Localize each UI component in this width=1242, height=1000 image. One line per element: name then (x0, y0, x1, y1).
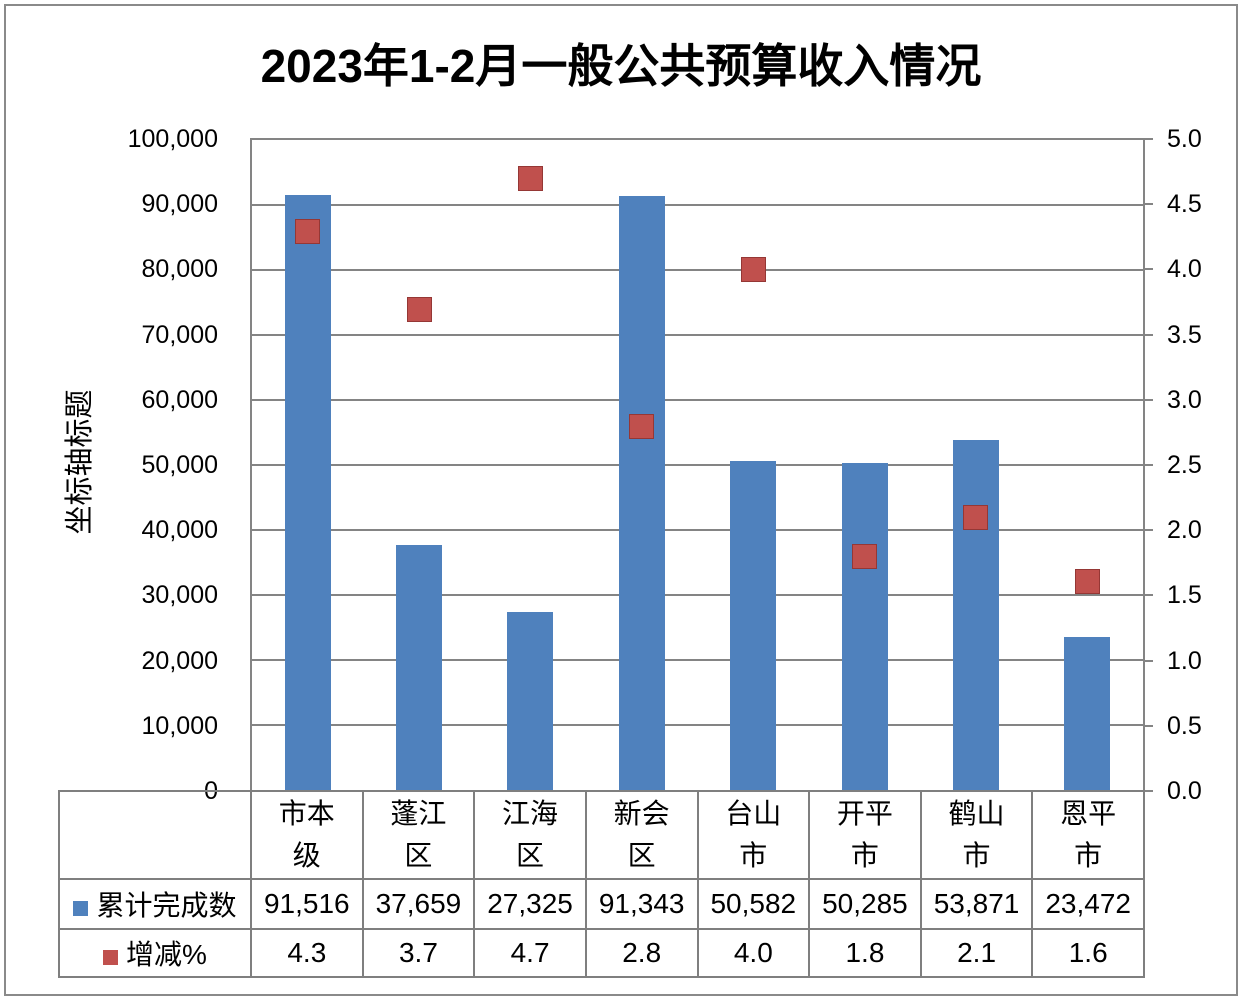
series-label-cell: 增减% (58, 928, 252, 978)
left-axis-tick-label: 20,000 (141, 646, 218, 675)
value-cell: 2.1 (919, 928, 1034, 978)
left-axis-tick-label: 90,000 (141, 190, 218, 219)
bar (619, 196, 665, 790)
right-axis-tick (1145, 464, 1153, 466)
category-cell: 蓬江 区 (361, 790, 476, 880)
right-axis-tick (1145, 659, 1153, 662)
value-cell: 3.7 (361, 928, 476, 978)
value-cell: 53,871 (919, 878, 1034, 930)
right-axis-tick (1145, 203, 1153, 206)
gridline (252, 334, 1143, 336)
right-axis-tick-label: 0.0 (1167, 777, 1202, 805)
right-axis-tick (1145, 138, 1153, 140)
left-axis-tick-label: 70,000 (141, 320, 218, 349)
bar (396, 545, 442, 790)
chart-title: 2023年1-2月一般公共预算收入情况 (260, 40, 982, 92)
right-axis-tick-label: 4.5 (1167, 190, 1202, 219)
scatter-marker (963, 505, 988, 530)
gridline (252, 529, 1143, 531)
scatter-marker (518, 166, 543, 191)
data-table: 市本 级蓬江 区江海 区新会 区台山 市开平 市鹤山 市恩平 市累计完成数 91,… (58, 790, 1145, 978)
value-cell: 4.7 (473, 928, 587, 978)
bar (507, 612, 553, 790)
plot-area (250, 138, 1145, 792)
category-cell: 江海 区 (473, 790, 587, 880)
right-axis-tick (1145, 398, 1153, 401)
right-axis-tick-label: 2.0 (1167, 516, 1202, 545)
category-cell: 市本 级 (250, 790, 364, 880)
gridline (252, 399, 1143, 401)
category-cell: 开平 市 (808, 790, 922, 880)
left-axis-tick-label: 10,000 (141, 711, 218, 740)
category-cell: 新会 区 (584, 790, 699, 880)
gridline (252, 464, 1143, 466)
scatter-marker (295, 219, 320, 244)
bar (730, 461, 776, 790)
value-cell: 1.8 (808, 928, 922, 978)
scatter-marker (1075, 569, 1100, 594)
value-cell: 2.8 (584, 928, 699, 978)
series-name: 增减% (126, 939, 207, 970)
value-cell: 91,343 (584, 878, 699, 930)
left-axis-tick-label: 60,000 (141, 385, 218, 414)
value-cell: 4.3 (250, 928, 364, 978)
right-axis-tick (1145, 529, 1153, 532)
bar (953, 440, 999, 790)
right-axis-tick (1145, 268, 1153, 271)
right-axis-tick-label: 4.0 (1167, 255, 1202, 284)
right-axis-tick-label: 5.0 (1167, 125, 1202, 153)
table-corner-cell (58, 790, 252, 880)
right-axis-tick (1145, 724, 1153, 727)
gridline (252, 724, 1143, 726)
right-axis-tick (1145, 594, 1153, 597)
series-label-cell: 累计完成数 (58, 878, 252, 930)
left-axis-tick-label: 40,000 (141, 516, 218, 545)
value-cell: 50,582 (696, 878, 811, 930)
scatter-marker (852, 544, 877, 569)
value-cell: 23,472 (1031, 878, 1145, 930)
value-cell: 27,325 (473, 878, 587, 930)
value-cell: 4.0 (696, 928, 811, 978)
left-axis-tick-label: 100,000 (127, 125, 218, 153)
left-axis-tick-label: 30,000 (141, 581, 218, 610)
gridline (252, 659, 1143, 661)
scatter-marker (407, 297, 432, 322)
legend-swatch-blue (73, 901, 89, 916)
category-cell: 台山 市 (696, 790, 811, 880)
bar (1064, 637, 1110, 790)
right-axis-tick-label: 0.5 (1167, 711, 1202, 740)
bar (285, 195, 331, 790)
category-cell: 鹤山 市 (919, 790, 1034, 880)
scatter-marker (629, 414, 654, 439)
right-axis-tick-label: 1.0 (1167, 646, 1202, 675)
value-cell: 1.6 (1031, 928, 1145, 978)
legend-swatch-red (103, 950, 119, 965)
category-cell: 恩平 市 (1031, 790, 1145, 880)
gridline (252, 594, 1143, 596)
value-cell: 50,285 (808, 878, 922, 930)
right-axis-tick-label: 1.5 (1167, 581, 1202, 610)
scatter-marker (741, 257, 766, 282)
right-axis-tick (1145, 790, 1153, 792)
bar (842, 463, 888, 790)
left-axis-tick-label: 80,000 (141, 255, 218, 284)
value-cell: 37,659 (361, 878, 476, 930)
value-cell: 91,516 (250, 878, 364, 930)
gridline (252, 204, 1143, 206)
right-axis-tick-label: 2.5 (1167, 451, 1202, 479)
right-axis-tick-label: 3.0 (1167, 385, 1202, 414)
series-name: 累计完成数 (96, 890, 237, 921)
right-axis-tick-label: 3.5 (1167, 320, 1202, 349)
gridline (252, 269, 1143, 271)
left-axis-tick-label: 50,000 (141, 451, 218, 479)
right-axis-tick (1145, 333, 1153, 336)
